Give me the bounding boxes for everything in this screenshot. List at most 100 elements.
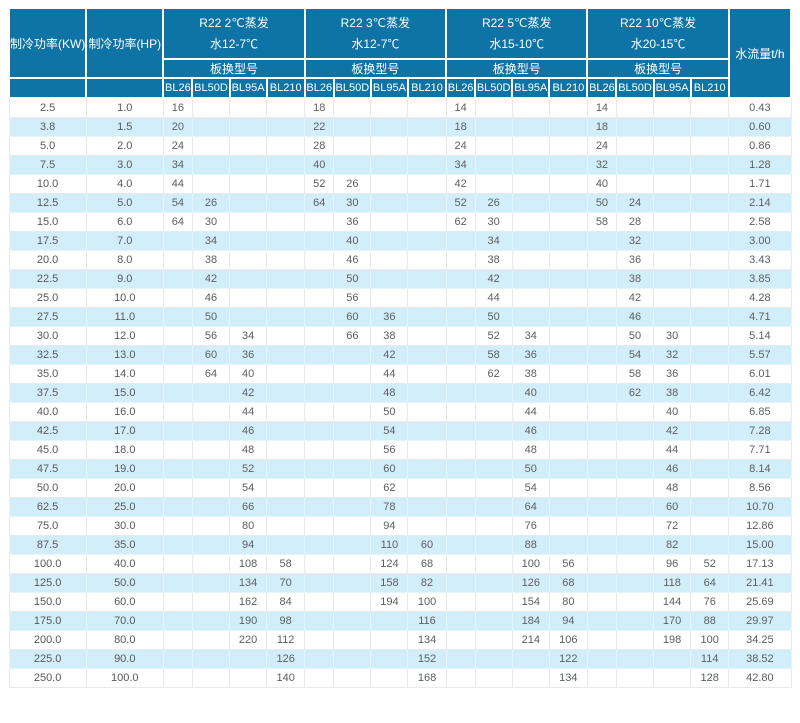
cell-model-value: 128 — [690, 667, 730, 688]
cell-model-value: 40 — [586, 173, 617, 194]
cell-model-value — [304, 382, 335, 403]
cell-model-value — [162, 230, 193, 251]
cell-model-value: 110 — [370, 534, 409, 555]
cell-flow: 2.14 — [728, 192, 792, 213]
header-evap-section-2: R22 3℃蒸发 水12-7℃ — [303, 7, 448, 60]
cell-model-value: 198 — [653, 629, 692, 650]
cell-model-value — [266, 534, 306, 555]
cell-model-value — [690, 173, 730, 194]
cell-model-value — [266, 401, 306, 422]
cell-kw: 27.5 — [8, 306, 87, 327]
cell-model-value — [229, 173, 268, 194]
table-row: 47.5 19.0 52 60 50 46 8.14 — [8, 458, 792, 479]
table-row: 35.0 14.0 64 40 44 62 38 58 36 6.01 — [8, 363, 792, 384]
cell-model-value: 40 — [511, 382, 550, 403]
cell-model-value — [511, 249, 550, 270]
cell-model-value: 60 — [191, 344, 231, 365]
cell-model-value — [474, 591, 513, 612]
cell-model-value: 38 — [653, 382, 692, 403]
cell-model-value: 26 — [191, 192, 231, 213]
cell-model-value — [690, 325, 730, 346]
cell-model-value — [370, 192, 409, 213]
cell-model-value — [407, 363, 447, 384]
cell-model-value: 76 — [511, 515, 550, 536]
cell-model-value — [548, 154, 588, 175]
cell-model-value — [474, 116, 513, 137]
header-evap-section-3: R22 5℃蒸发 水15-10℃ — [445, 7, 589, 60]
cell-model-value — [162, 401, 193, 422]
model-type-header: 板换型号 — [586, 58, 730, 79]
cell-kw: 20.0 — [8, 249, 87, 270]
cell-model-value — [586, 515, 617, 536]
cell-model-value — [445, 667, 476, 688]
cell-model-value — [615, 116, 655, 137]
model-column-bl50d: BL50D — [615, 77, 655, 99]
cell-model-value — [586, 610, 617, 631]
cell-model-value — [615, 648, 655, 669]
cell-model-value — [304, 610, 335, 631]
cell-model-value — [266, 230, 306, 251]
cell-model-value: 214 — [511, 629, 550, 650]
cell-model-value — [162, 515, 193, 536]
cell-model-value — [162, 382, 193, 403]
table-row: 3.8 1.5 20 22 18 18 0.60 — [8, 116, 792, 137]
cell-model-value: 52 — [304, 173, 335, 194]
cell-model-value — [586, 344, 617, 365]
cell-model-value — [266, 154, 306, 175]
cell-model-value — [229, 116, 268, 137]
header-cooling-power-hp: 制冷功率(HP) — [85, 7, 165, 79]
cell-model-value — [333, 591, 372, 612]
cell-model-value: 42 — [615, 287, 655, 308]
cell-hp: 4.0 — [85, 173, 164, 194]
model-column-bl26: BL26 — [162, 77, 194, 99]
cell-model-value — [511, 211, 550, 232]
cell-model-value: 28 — [615, 211, 655, 232]
cell-model-value: 48 — [229, 439, 268, 460]
cell-model-value — [191, 173, 231, 194]
cell-model-value: 34 — [511, 325, 550, 346]
cell-kw: 125.0 — [8, 572, 87, 593]
cell-model-value — [191, 439, 231, 460]
cell-model-value — [511, 192, 550, 213]
cell-flow: 1.71 — [728, 173, 792, 194]
cell-model-value — [370, 648, 409, 669]
cell-model-value: 162 — [229, 591, 268, 612]
cell-model-value — [653, 287, 692, 308]
cell-model-value — [474, 534, 513, 555]
cell-model-value — [191, 496, 231, 517]
cell-flow: 10.70 — [728, 496, 792, 517]
cell-model-value: 88 — [690, 610, 730, 631]
cell-model-value — [615, 667, 655, 688]
table-row: 37.5 15.0 42 48 40 62 38 6.42 — [8, 382, 792, 403]
cell-model-value — [370, 154, 409, 175]
cell-model-value — [690, 534, 730, 555]
cell-model-value: 20 — [162, 116, 193, 137]
cell-model-value — [445, 439, 476, 460]
cell-hp: 35.0 — [85, 534, 164, 555]
cell-model-value — [445, 553, 476, 574]
cell-model-value — [304, 306, 335, 327]
cell-flow: 6.42 — [728, 382, 792, 403]
cell-model-value: 18 — [445, 116, 476, 137]
cell-model-value: 38 — [511, 363, 550, 384]
cell-model-value — [266, 325, 306, 346]
table-row: 7.5 3.0 34 40 34 32 1.28 — [8, 154, 792, 175]
cell-model-value — [445, 401, 476, 422]
cell-model-value — [333, 382, 372, 403]
cell-kw: 40.0 — [8, 401, 87, 422]
cell-hp: 9.0 — [85, 268, 164, 289]
cell-model-value — [266, 515, 306, 536]
cell-model-value: 62 — [445, 211, 476, 232]
cell-model-value — [548, 515, 588, 536]
cell-model-value — [653, 211, 692, 232]
cell-kw: 42.5 — [8, 420, 87, 441]
cell-model-value: 58 — [615, 363, 655, 384]
table-row: 50.0 20.0 54 62 54 48 8.56 — [8, 477, 792, 498]
cell-model-value: 42 — [445, 173, 476, 194]
cell-model-value — [548, 439, 588, 460]
evap-refrigerant-line: R22 3℃蒸发 — [340, 16, 411, 30]
cell-model-value — [407, 515, 447, 536]
cell-model-value — [615, 458, 655, 479]
cell-model-value: 64 — [511, 496, 550, 517]
cell-model-value: 56 — [333, 287, 372, 308]
